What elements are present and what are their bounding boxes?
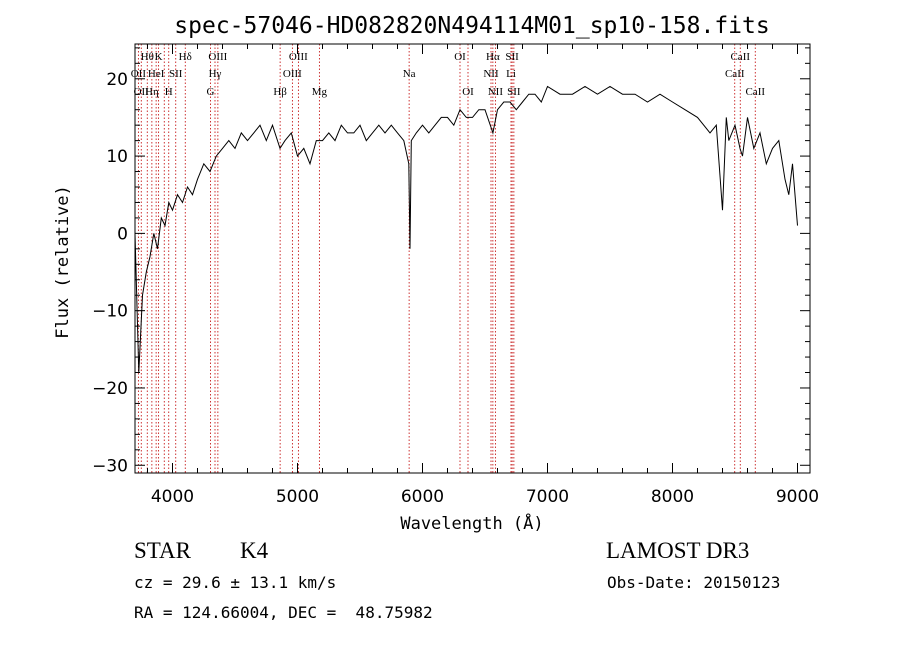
x-axis-label: Wavelength (Å) bbox=[400, 512, 543, 534]
plot-frame bbox=[134, 43, 811, 474]
y-tick-label: −20 bbox=[92, 379, 128, 399]
y-tick-label: −30 bbox=[92, 456, 128, 476]
line-marker-label: Na bbox=[403, 68, 416, 80]
line-marker-label: SII bbox=[505, 51, 519, 63]
line-marker-label: OII bbox=[131, 68, 147, 80]
x-tick-label: 4000 bbox=[151, 487, 194, 507]
line-marker-label: NII bbox=[483, 68, 499, 80]
y-axis-label: Flux (relative) bbox=[53, 185, 73, 339]
coordinates: RA = 124.66004, DEC = 48.75982 bbox=[134, 603, 433, 622]
chart-title: spec-57046-HD082820N494114M01_sp10-158.f… bbox=[174, 13, 769, 39]
line-marker-label: H bbox=[165, 86, 173, 98]
line-marker-label: OIII bbox=[208, 51, 227, 63]
line-marker-label: Hδ bbox=[179, 51, 192, 63]
line-marker-label: OI bbox=[454, 51, 466, 63]
line-marker-label: CaII bbox=[745, 86, 765, 98]
x-axis: 4000 5000 6000 7000 8000 9000 bbox=[147, 44, 819, 507]
line-marker-label: G bbox=[207, 86, 215, 98]
line-marker-label: Mg bbox=[312, 86, 328, 98]
line-marker-label: SII bbox=[169, 68, 183, 80]
y-tick-label: 10 bbox=[106, 147, 128, 167]
x-tick-label: 6000 bbox=[401, 487, 444, 507]
x-tick-label: 9000 bbox=[776, 487, 819, 507]
line-marker-label: Hγ bbox=[209, 68, 222, 80]
line-marker-label: OII bbox=[134, 86, 150, 98]
line-marker-label: Hη bbox=[145, 86, 159, 98]
object-type: STAR bbox=[134, 538, 191, 563]
line-marker-label: CaII bbox=[730, 51, 750, 63]
y-axis: −30 −20 −10 0 10 20 bbox=[92, 47, 810, 476]
line-marker-label: Hθ bbox=[141, 51, 154, 63]
line-marker-label: HeI bbox=[148, 68, 165, 80]
line-marker-label: OIII bbox=[283, 68, 302, 80]
y-tick-label: −10 bbox=[92, 302, 128, 322]
y-tick-label: 20 bbox=[106, 70, 128, 90]
line-marker-label: Hα bbox=[486, 51, 500, 63]
line-marker-label: Li bbox=[506, 68, 516, 80]
line-marker-label: K bbox=[155, 51, 163, 63]
line-marker-label: OI bbox=[462, 86, 474, 98]
line-marker-label: Hβ bbox=[273, 86, 287, 98]
spectrum-line bbox=[134, 85, 798, 373]
redshift-cz: cz = 29.6 ± 13.1 km/s bbox=[134, 573, 337, 592]
line-marker-label: NII bbox=[488, 86, 504, 98]
y-tick-label: 0 bbox=[117, 224, 128, 244]
observation-date: Obs-Date: 20150123 bbox=[607, 573, 781, 592]
spectral-line-markers bbox=[137, 44, 756, 473]
spectral-subclass: K4 bbox=[240, 538, 269, 563]
line-marker-label: CaII bbox=[725, 68, 745, 80]
survey-name: LAMOST DR3 bbox=[606, 538, 750, 563]
x-tick-label: 8000 bbox=[651, 487, 694, 507]
spectral-line-labels: OII OII Hθ Hη HeI K H SII Hδ G Hγ OIII Hβ OIII OIII Mg N… bbox=[131, 51, 766, 98]
line-marker-label: OIII bbox=[289, 51, 308, 63]
x-tick-label: 7000 bbox=[526, 487, 569, 507]
line-marker-label: SII bbox=[507, 86, 521, 98]
x-tick-label: 5000 bbox=[276, 487, 319, 507]
